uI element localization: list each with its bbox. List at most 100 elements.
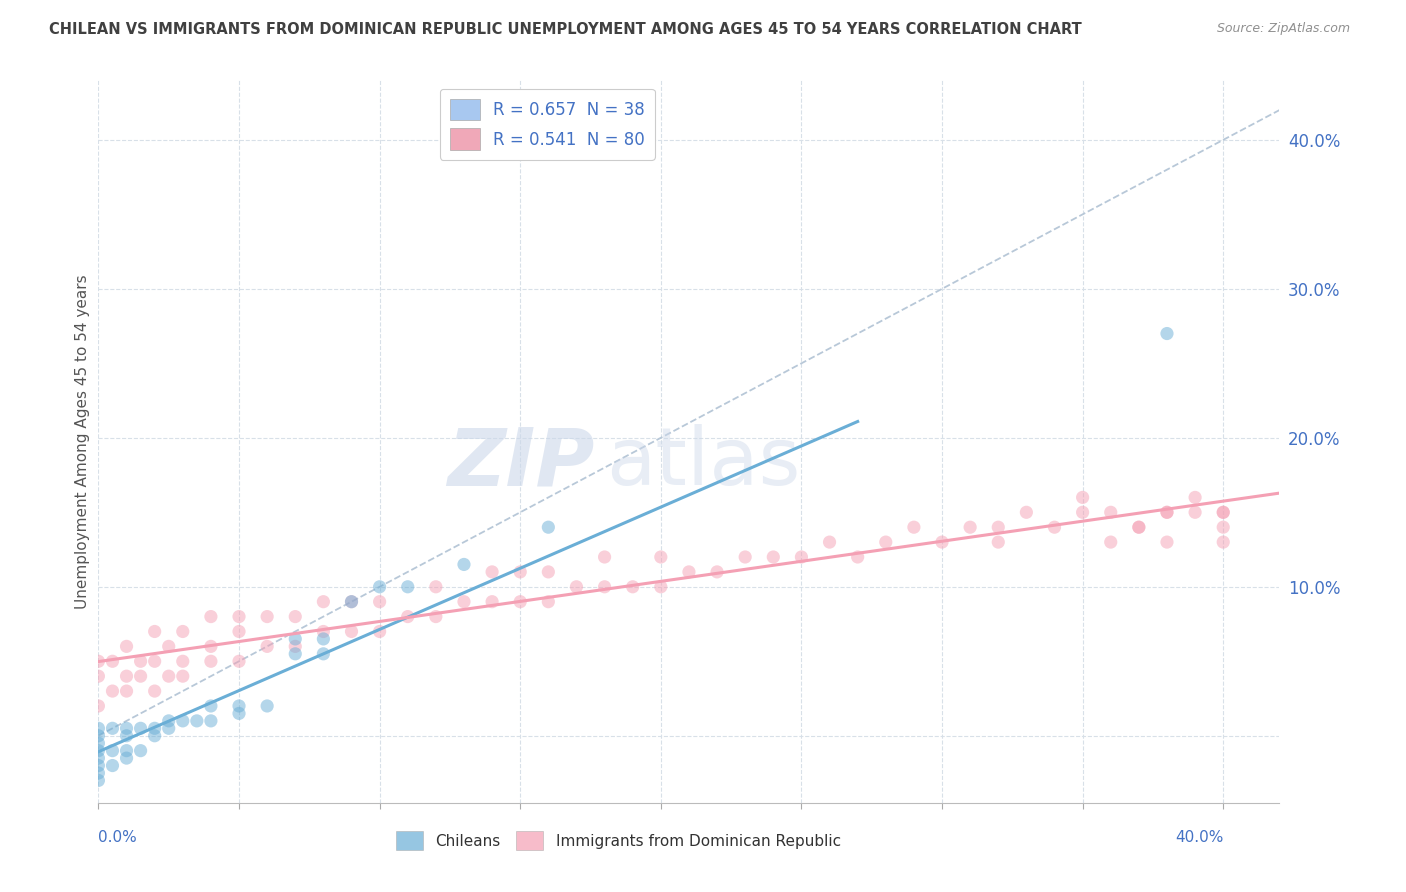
Point bbox=[200, 698, 222, 713]
Point bbox=[228, 654, 250, 668]
Point bbox=[537, 595, 560, 609]
Legend: Chileans, Immigrants from Dominican Republic: Chileans, Immigrants from Dominican Repu… bbox=[389, 825, 846, 856]
Text: CHILEAN VS IMMIGRANTS FROM DOMINICAN REPUBLIC UNEMPLOYMENT AMONG AGES 45 TO 54 Y: CHILEAN VS IMMIGRANTS FROM DOMINICAN REP… bbox=[49, 22, 1083, 37]
Text: Source: ZipAtlas.com: Source: ZipAtlas.com bbox=[1216, 22, 1350, 36]
Point bbox=[959, 520, 981, 534]
Point bbox=[987, 520, 1010, 534]
Text: atlas: atlas bbox=[606, 425, 800, 502]
Point bbox=[1156, 505, 1178, 519]
Point bbox=[101, 654, 124, 668]
Point bbox=[650, 549, 672, 564]
Point bbox=[200, 654, 222, 668]
Point bbox=[115, 751, 138, 765]
Point bbox=[903, 520, 925, 534]
Point bbox=[1212, 505, 1234, 519]
Point bbox=[115, 669, 138, 683]
Point bbox=[537, 520, 560, 534]
Point bbox=[621, 580, 644, 594]
Text: 40.0%: 40.0% bbox=[1175, 830, 1223, 845]
Point bbox=[1212, 535, 1234, 549]
Point bbox=[396, 580, 419, 594]
Point bbox=[284, 632, 307, 646]
Point bbox=[200, 640, 222, 654]
Point bbox=[101, 721, 124, 735]
Point bbox=[129, 721, 152, 735]
Point bbox=[87, 669, 110, 683]
Point bbox=[115, 744, 138, 758]
Point bbox=[228, 609, 250, 624]
Point bbox=[115, 721, 138, 735]
Point bbox=[172, 714, 194, 728]
Point bbox=[1156, 535, 1178, 549]
Point bbox=[312, 624, 335, 639]
Point bbox=[284, 640, 307, 654]
Point bbox=[368, 624, 391, 639]
Point bbox=[875, 535, 897, 549]
Point bbox=[200, 714, 222, 728]
Point bbox=[818, 535, 841, 549]
Point bbox=[129, 654, 152, 668]
Point bbox=[101, 758, 124, 772]
Point bbox=[368, 595, 391, 609]
Point bbox=[509, 565, 531, 579]
Point bbox=[425, 609, 447, 624]
Text: ZIP: ZIP bbox=[447, 425, 595, 502]
Point bbox=[846, 549, 869, 564]
Point bbox=[312, 632, 335, 646]
Point bbox=[87, 766, 110, 780]
Point bbox=[157, 714, 180, 728]
Point bbox=[256, 640, 278, 654]
Point bbox=[537, 565, 560, 579]
Point bbox=[157, 669, 180, 683]
Point bbox=[706, 565, 728, 579]
Point bbox=[143, 654, 166, 668]
Point bbox=[1212, 520, 1234, 534]
Point bbox=[734, 549, 756, 564]
Point bbox=[593, 580, 616, 594]
Point bbox=[1128, 520, 1150, 534]
Point bbox=[101, 684, 124, 698]
Point bbox=[396, 609, 419, 624]
Point bbox=[115, 729, 138, 743]
Point bbox=[87, 744, 110, 758]
Point bbox=[931, 535, 953, 549]
Point bbox=[200, 609, 222, 624]
Point bbox=[650, 580, 672, 594]
Point bbox=[101, 744, 124, 758]
Point bbox=[987, 535, 1010, 549]
Point bbox=[228, 706, 250, 721]
Text: 0.0%: 0.0% bbox=[98, 830, 138, 845]
Point bbox=[340, 624, 363, 639]
Point bbox=[87, 736, 110, 750]
Point bbox=[1184, 491, 1206, 505]
Point bbox=[143, 624, 166, 639]
Point bbox=[87, 721, 110, 735]
Point bbox=[340, 595, 363, 609]
Point bbox=[129, 744, 152, 758]
Point bbox=[1099, 535, 1122, 549]
Point bbox=[1015, 505, 1038, 519]
Point bbox=[593, 549, 616, 564]
Point bbox=[256, 609, 278, 624]
Point bbox=[115, 640, 138, 654]
Point bbox=[87, 729, 110, 743]
Point bbox=[143, 684, 166, 698]
Point bbox=[340, 595, 363, 609]
Point bbox=[1099, 505, 1122, 519]
Point bbox=[1156, 326, 1178, 341]
Point bbox=[481, 565, 503, 579]
Point bbox=[1071, 491, 1094, 505]
Point bbox=[284, 609, 307, 624]
Point bbox=[143, 721, 166, 735]
Point bbox=[481, 595, 503, 609]
Point bbox=[157, 721, 180, 735]
Point bbox=[565, 580, 588, 594]
Point bbox=[172, 669, 194, 683]
Point bbox=[129, 669, 152, 683]
Point bbox=[115, 684, 138, 698]
Point bbox=[228, 698, 250, 713]
Point bbox=[1043, 520, 1066, 534]
Point bbox=[143, 729, 166, 743]
Point bbox=[453, 595, 475, 609]
Point bbox=[1071, 505, 1094, 519]
